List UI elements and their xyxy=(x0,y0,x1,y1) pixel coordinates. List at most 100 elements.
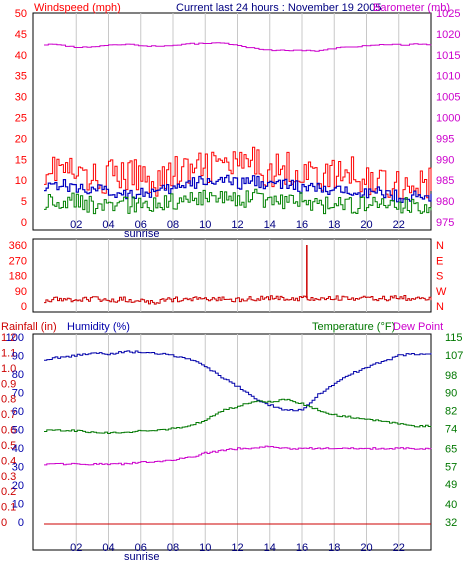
barometer-axis-label: Barometer (mb) xyxy=(373,2,450,14)
x-tick-label: 10 xyxy=(199,219,211,231)
temperature-tick-label: 90 xyxy=(445,388,457,400)
temperature-tick-label: 82 xyxy=(445,406,457,418)
compass-tick-label: S xyxy=(436,271,443,283)
humidity-tick-label: 100 xyxy=(6,332,24,344)
rainfall-tick-label: 1.0 xyxy=(1,363,16,375)
humidity-tick-label: 80 xyxy=(12,369,24,381)
rainfall-axis-label: Rainfall (in) xyxy=(1,321,57,333)
x-tick-label: 04 xyxy=(102,542,114,554)
wind-panel-frame xyxy=(32,12,432,231)
humidity-panel-frame xyxy=(32,333,432,551)
barometer-tick-label: 1005 xyxy=(436,92,460,104)
x-tick-label: 18 xyxy=(328,219,340,231)
dewpoint-axis-label: Dew Point xyxy=(393,321,443,333)
rainfall-tick-label: 0.6 xyxy=(1,425,16,437)
x-tick-label: 14 xyxy=(264,542,276,554)
barometer-tick-label: 1010 xyxy=(436,71,460,83)
humidity-tick-label: 60 xyxy=(12,406,24,418)
barometer-tick-label: 990 xyxy=(436,154,454,166)
direction-panel-series xyxy=(44,245,432,305)
windspeed-tick-label: 45 xyxy=(15,29,27,41)
temperature-tick-label: 98 xyxy=(445,370,457,382)
humidity-panel-ticks: 00.10.20.30.40.50.60.70.80.91.01.11.2010… xyxy=(1,332,463,563)
x-tick-label: 06 xyxy=(135,219,147,231)
humidity-tick-label: 70 xyxy=(12,388,24,400)
windspeed-series-line xyxy=(44,146,432,200)
rainfall-tick-label: 0.7 xyxy=(1,409,16,421)
rainfall-tick-label: 1.1 xyxy=(1,347,16,359)
windspeed-tick-label: 10 xyxy=(15,175,27,187)
x-tick-label: 18 xyxy=(328,542,340,554)
temperature-tick-label: 65 xyxy=(445,443,457,455)
x-tick-label: 12 xyxy=(231,542,243,554)
rainfall-tick-label: 0.5 xyxy=(1,440,16,452)
humidity-tick-label: 30 xyxy=(12,462,24,474)
windspeed-axis-label: Windspeed (mph) xyxy=(34,2,121,14)
windspeed-tick-label: 5 xyxy=(21,196,27,208)
direction-series-line xyxy=(44,295,432,305)
x-tick-label: 16 xyxy=(296,542,308,554)
x-tick-label: 12 xyxy=(231,219,243,231)
windspeed-tick-label: 25 xyxy=(15,113,27,125)
humidity-tick-label: 50 xyxy=(12,425,24,437)
x-tick-label: 16 xyxy=(296,219,308,231)
windspeed-tick-label: 35 xyxy=(15,71,27,83)
rainfall-tick-label: 0.8 xyxy=(1,394,16,406)
rainfall-tick-label: 0.9 xyxy=(1,378,16,390)
humidity-tick-label: 40 xyxy=(12,443,24,455)
barometer-tick-label: 975 xyxy=(436,217,454,229)
rainfall-tick-label: 0.2 xyxy=(1,486,16,498)
windspeed-tick-label: 20 xyxy=(15,133,27,145)
temperature-axis-label: Temperature (°F) xyxy=(312,321,395,333)
wind-panel-ticks: 0510152025303540455097598098599099510001… xyxy=(15,8,461,240)
humidity-tick-label: 0 xyxy=(18,517,24,529)
x-tick-label: 06 xyxy=(135,542,147,554)
x-tick-label: 04 xyxy=(102,219,114,231)
direction-tick-label: 360 xyxy=(9,240,27,252)
barometer-series-line xyxy=(44,42,432,52)
rainfall-tick-label: 0.1 xyxy=(1,502,16,514)
barometer-tick-label: 1015 xyxy=(436,50,460,62)
wind-average-series-line xyxy=(44,174,432,203)
direction-panel-frame xyxy=(32,238,432,313)
rainfall-tick-label: 0 xyxy=(1,517,7,529)
temperature-tick-label: 57 xyxy=(445,461,457,473)
x-tick-label: 14 xyxy=(264,219,276,231)
wind-low-series-line xyxy=(44,188,432,215)
barometer-tick-label: 1025 xyxy=(436,8,460,20)
direction-tick-label: 90 xyxy=(15,286,27,298)
humidity-panel-sunrise-label: sunrise xyxy=(124,551,159,560)
x-tick-label: 02 xyxy=(70,542,82,554)
windspeed-tick-label: 15 xyxy=(15,154,27,166)
chart-title: Current last 24 hours : November 19 2005 xyxy=(176,2,381,14)
barometer-tick-label: 980 xyxy=(436,196,454,208)
wind-panel-sunrise-label: sunrise xyxy=(124,228,159,240)
windspeed-tick-label: 50 xyxy=(15,8,27,20)
x-tick-label: 08 xyxy=(167,219,179,231)
direction-tick-label: 0 xyxy=(21,301,27,313)
x-tick-label: 22 xyxy=(393,219,405,231)
barometer-tick-label: 995 xyxy=(436,133,454,145)
direction-tick-label: 180 xyxy=(9,271,27,283)
x-tick-label: 20 xyxy=(360,219,372,231)
temperature-tick-label: 32 xyxy=(445,517,457,529)
temperature-tick-label: 74 xyxy=(445,423,457,435)
barometer-tick-label: 1020 xyxy=(436,29,460,41)
x-tick-label: 20 xyxy=(360,542,372,554)
x-tick-label: 02 xyxy=(70,219,82,231)
temperature-tick-label: 49 xyxy=(445,479,457,491)
x-tick-label: 22 xyxy=(393,542,405,554)
compass-tick-label: N xyxy=(436,301,444,313)
direction-tick-label: 270 xyxy=(9,255,27,267)
temperature-tick-label: 107 xyxy=(445,350,463,362)
rainfall-tick-label: 0.4 xyxy=(1,455,16,467)
rainfall-tick-label: 0.3 xyxy=(1,471,16,483)
x-tick-label: 08 xyxy=(167,542,179,554)
temperature-tick-label: 115 xyxy=(445,332,463,344)
humidity-panel-series xyxy=(44,350,432,525)
humidity-axis-label: Humidity (%) xyxy=(67,321,130,333)
barometer-tick-label: 1000 xyxy=(436,113,460,125)
